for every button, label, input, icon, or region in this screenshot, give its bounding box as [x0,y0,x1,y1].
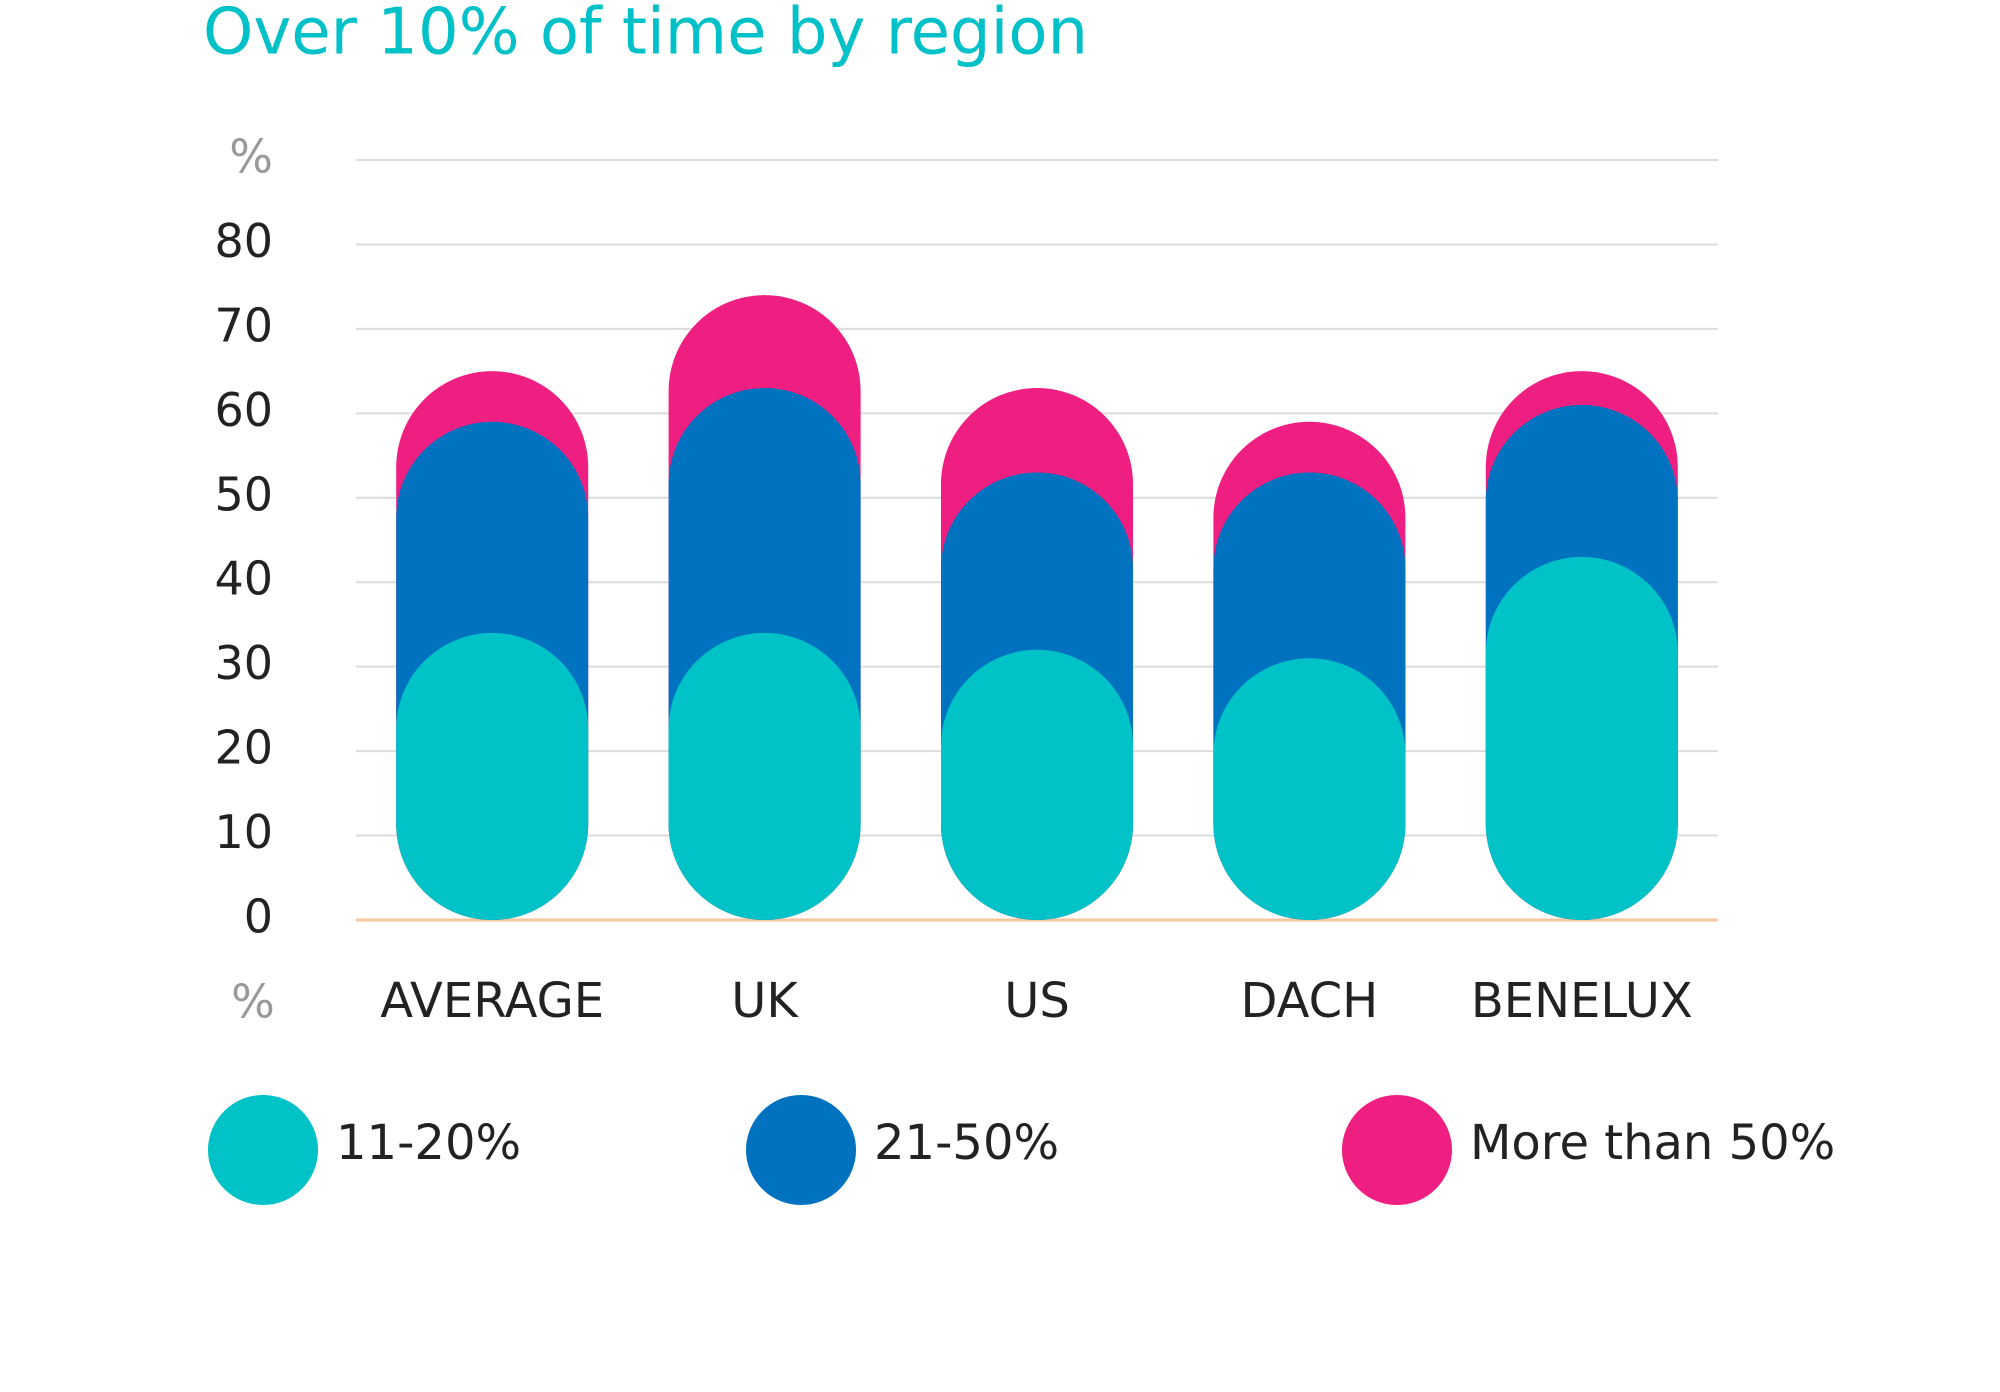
y-tick-label: 70 [214,298,273,352]
y-tick-label: 30 [214,636,273,690]
y-tick-label: 0 [244,890,273,944]
legend-swatch [208,1095,318,1205]
legend-label: 21-50% [874,1115,1059,1171]
bar-segment [941,649,1133,920]
legend-swatch [1342,1095,1452,1205]
y-tick-label: 40 [214,552,273,606]
bar-segment [1485,556,1678,920]
bar-segment [396,632,589,920]
y-tick-label: 10 [214,805,273,859]
legend-swatch [746,1095,856,1205]
y-tick-label: 50 [214,467,273,521]
bar-segment [1213,658,1406,920]
y-tick-label: 20 [214,721,273,775]
x-tick-label: BENELUX [1471,973,1693,1029]
x-tick-label: US [1004,973,1070,1029]
legend-label: More than 50% [1470,1115,1835,1171]
y-unit-label: % [231,975,275,1029]
y-tick-label: 80 [214,214,273,268]
x-tick-label: UK [731,973,799,1029]
y-tick-label: % [229,130,273,184]
legend-label: 11-20% [336,1115,521,1171]
x-tick-label: AVERAGE [380,973,604,1029]
x-tick-label: DACH [1241,973,1379,1029]
bar-segment [668,632,861,920]
y-tick-label: 60 [214,383,273,437]
chart-title: Over 10% of time by region [203,0,1088,70]
